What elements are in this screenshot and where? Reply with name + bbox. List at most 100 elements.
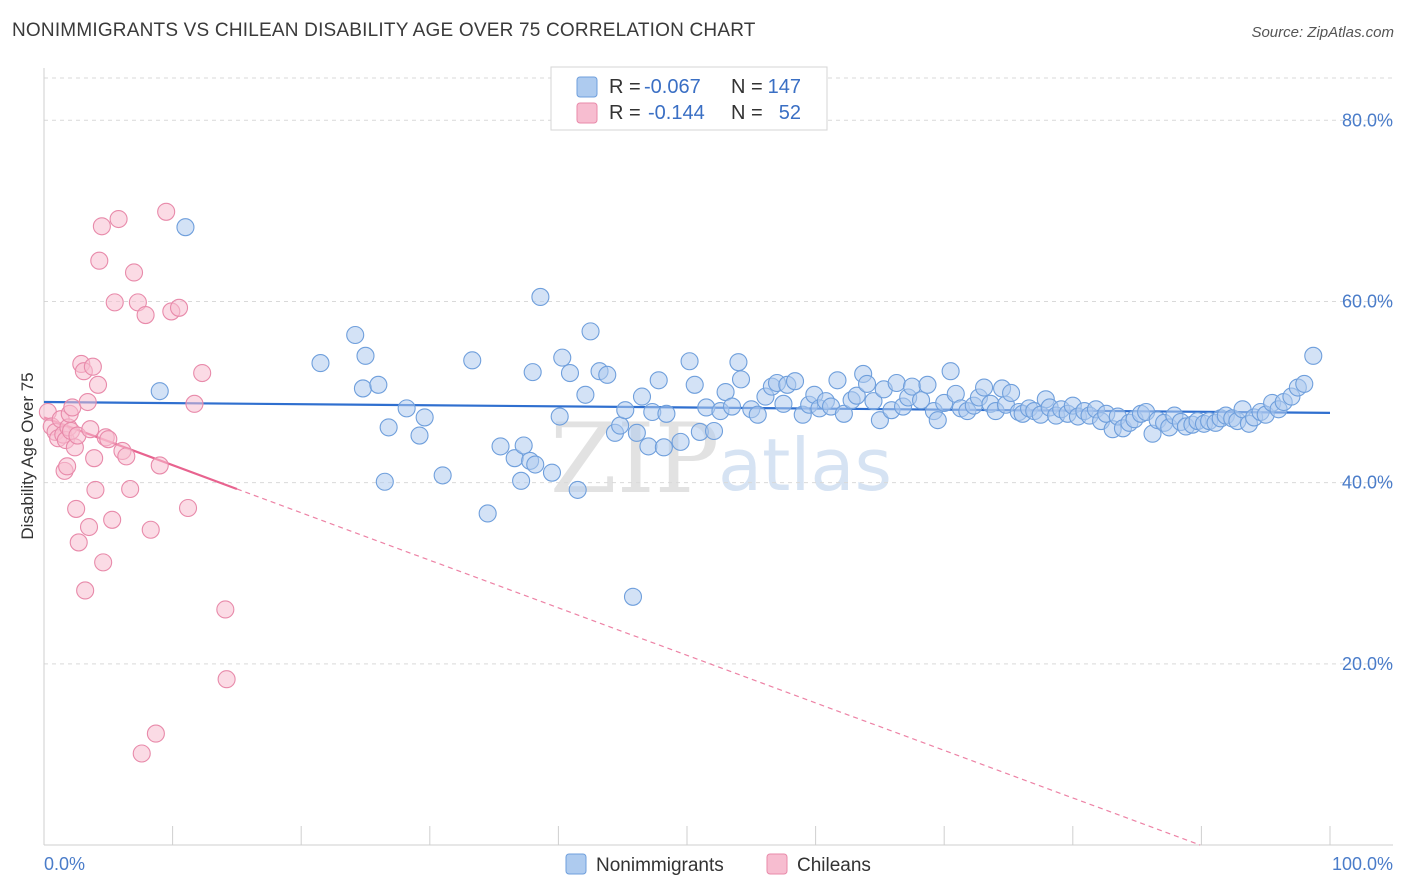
point-nonimmigrants-7 [379,418,398,437]
legend-n-value-2: 52 [779,102,801,124]
point-nonimmigrants-5 [353,379,372,398]
point-nonimmigrants-42 [657,404,676,423]
point-chileans-50 [193,363,212,383]
point-chileans-21 [81,420,100,439]
point-nonimmigrants-69 [834,404,853,423]
point-chileans-32 [103,510,122,529]
point-nonimmigrants-12 [433,466,452,485]
point-nonimmigrants-36 [627,423,646,442]
bottom-legend-swatch-nonimmigrants[interactable] [565,853,587,875]
y-tick-label-40: 40.0% [1342,473,1393,493]
point-nonimmigrants-98 [1002,383,1021,403]
point-nonimmigrants-6 [369,375,388,394]
y-tick-label-80: 80.0% [1342,110,1393,130]
legend-r-label-1: R = [609,76,641,98]
point-nonimmigrants-2 [311,354,330,373]
series-legend: Nonimmigrants Chileans [565,853,871,876]
point-nonimmigrants-38 [639,437,658,456]
point-nonimmigrants-21 [542,463,562,482]
point-chileans-48 [178,498,198,518]
point-nonimmigrants-15 [491,437,510,456]
point-nonimmigrants-59 [774,394,793,413]
chart-title: NONIMMIGRANTS VS CHILEAN DISABILITY AGE … [12,20,756,41]
point-nonimmigrants-34 [616,401,635,420]
point-nonimmigrants-0 [176,218,195,237]
y-tick-labels: 20.0% 40.0% 60.0% 80.0% [1342,110,1393,674]
point-chileans-52 [217,670,236,689]
point-nonimmigrants-26 [560,363,580,383]
point-nonimmigrants-78 [887,373,906,393]
bottom-legend-swatch-chileans[interactable] [766,853,788,875]
legend-r-label-2: R = [609,102,641,124]
point-nonimmigrants-150 [1304,346,1323,365]
legend-n-label-2: N = [731,102,763,124]
point-chileans-37 [121,479,140,499]
point-nonimmigrants-37 [632,387,652,406]
bottom-legend-label-chileans[interactable]: Chileans [797,855,871,876]
point-nonimmigrants-71 [847,386,866,405]
point-nonimmigrants-29 [576,385,595,404]
point-nonimmigrants-51 [722,397,742,416]
point-chileans-33 [105,293,124,312]
point-chileans-8 [58,457,77,476]
point-nonimmigrants-25 [553,348,572,367]
point-nonimmigrants-35 [623,587,643,606]
legend-swatch-chileans [576,102,598,124]
point-nonimmigrants-13 [463,351,482,370]
point-nonimmigrants-55 [748,405,767,424]
point-chileans-20 [78,392,97,412]
axes [43,68,1393,846]
point-chileans-22 [83,357,102,376]
point-nonimmigrants-20 [523,363,542,382]
point-nonimmigrants-9 [397,399,416,418]
point-nonimmigrants-73 [857,374,877,393]
point-nonimmigrants-10 [415,408,434,427]
stats-legend: R = -0.067 N = 147 R = -0.144 N = 52 [550,66,828,131]
point-nonimmigrants-27 [568,480,587,499]
point-nonimmigrants-45 [685,375,704,394]
point-chileans-47 [169,298,189,317]
point-chileans-28 [92,217,111,236]
y-axis-title: Disability Age Over 75 [18,372,37,539]
point-chileans-29 [94,553,113,572]
point-chileans-38 [124,263,144,282]
point-chileans-24 [79,517,99,537]
point-nonimmigrants-3 [346,325,365,345]
point-chileans-43 [146,724,165,743]
point-nonimmigrants-41 [654,438,673,457]
point-nonimmigrants-48 [704,421,724,441]
point-chileans-25 [86,480,105,499]
bottom-legend-label-nonimmigrants[interactable]: Nonimmigrants [596,855,724,876]
point-nonimmigrants-1 [150,382,169,401]
point-nonimmigrants-85 [928,411,947,430]
point-nonimmigrants-11 [410,426,429,445]
point-nonimmigrants-33 [611,416,630,435]
legend-n-value-1: 147 [768,76,801,98]
x-tick-label-max: 100.0% [1332,854,1393,874]
point-chileans-31 [99,430,118,449]
point-chileans-42 [141,520,160,539]
point-nonimmigrants-75 [870,411,889,430]
point-chileans-34 [109,209,128,229]
point-chileans-19 [76,581,95,600]
point-nonimmigrants-14 [478,504,497,523]
point-nonimmigrants-44 [680,352,699,371]
point-nonimmigrants-61 [785,372,805,391]
point-nonimmigrants-22 [526,455,545,474]
point-chileans-44 [150,456,169,475]
point-nonimmigrants-8 [375,472,394,491]
point-chileans-23 [85,449,104,468]
point-chileans-49 [185,394,204,413]
point-nonimmigrants-53 [731,370,751,389]
legend-r-value-1: -0.067 [644,76,701,98]
point-chileans-51 [216,600,235,619]
point-nonimmigrants-28 [581,322,600,341]
point-nonimmigrants-68 [828,371,847,390]
legend-swatch-nonimmigrants [576,76,598,98]
point-nonimmigrants-24 [531,287,550,306]
point-nonimmigrants-40 [649,371,668,390]
point-chileans-41 [136,306,155,325]
point-chileans-14 [67,499,86,518]
point-nonimmigrants-93 [975,378,994,397]
